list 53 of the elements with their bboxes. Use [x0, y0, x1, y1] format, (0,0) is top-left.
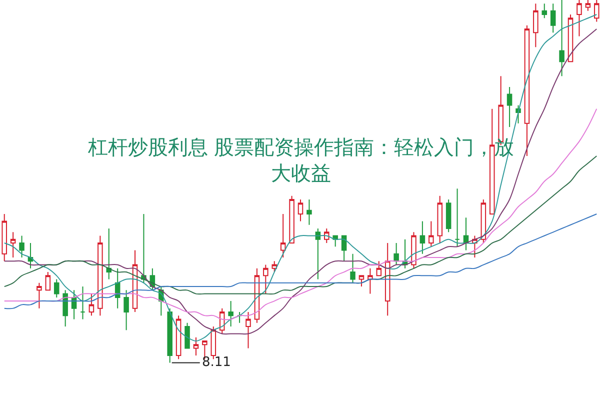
- candlestick: [306, 199, 312, 226]
- candlestick: [480, 199, 486, 244]
- candlestick: [114, 268, 120, 309]
- candlestick: [298, 199, 304, 222]
- candlestick: [106, 228, 112, 280]
- candlestick: [341, 235, 347, 262]
- candlestick: [289, 195, 294, 244]
- candlestick: [489, 108, 495, 215]
- candlestick: [98, 235, 103, 316]
- candlestick: [19, 235, 24, 258]
- candlestick: [324, 228, 330, 244]
- candlestick: [463, 217, 469, 251]
- candlestick: [394, 242, 399, 266]
- candlestick: [193, 336, 199, 356]
- candlestick: [533, 3, 538, 48]
- candlestick: [45, 272, 51, 291]
- annotation: 8.11: [202, 355, 231, 370]
- candlestick: [272, 260, 277, 273]
- candlestick: [315, 228, 321, 280]
- candlestick: [368, 268, 373, 294]
- candlestick: [411, 232, 416, 269]
- candlestick: [228, 300, 234, 327]
- candlestick: [167, 308, 172, 364]
- candlestick: [376, 260, 382, 276]
- candlestick: [236, 311, 242, 324]
- candlestick: [184, 322, 190, 349]
- candlestick: [437, 195, 442, 244]
- candlestick: [524, 24, 530, 156]
- candlestick: [350, 253, 356, 284]
- candlestick: [420, 220, 426, 254]
- candlestick: [88, 293, 94, 316]
- candlestick: [384, 242, 390, 316]
- candlestick: [71, 290, 77, 320]
- candlestick: [428, 220, 434, 248]
- candlestick: [54, 278, 60, 298]
- candlestick: [542, 3, 548, 19]
- candlestick: [559, 0, 564, 77]
- candlestick: [124, 290, 129, 331]
- candlestick: [80, 286, 86, 320]
- candlestick: [280, 214, 286, 258]
- candlestick: [28, 242, 34, 269]
- candlestick: [358, 275, 364, 288]
- candlestick: [446, 199, 452, 233]
- candlestick: [176, 315, 182, 360]
- candlestick: [506, 86, 512, 128]
- candlestick: [550, 3, 556, 34]
- candlestick: [36, 282, 42, 309]
- candlestick: [141, 214, 146, 284]
- candlestick: [454, 188, 460, 248]
- candlestick: [263, 264, 268, 294]
- candlestick: [10, 232, 16, 258]
- candlestick: [62, 290, 68, 327]
- candlestick: [246, 311, 251, 349]
